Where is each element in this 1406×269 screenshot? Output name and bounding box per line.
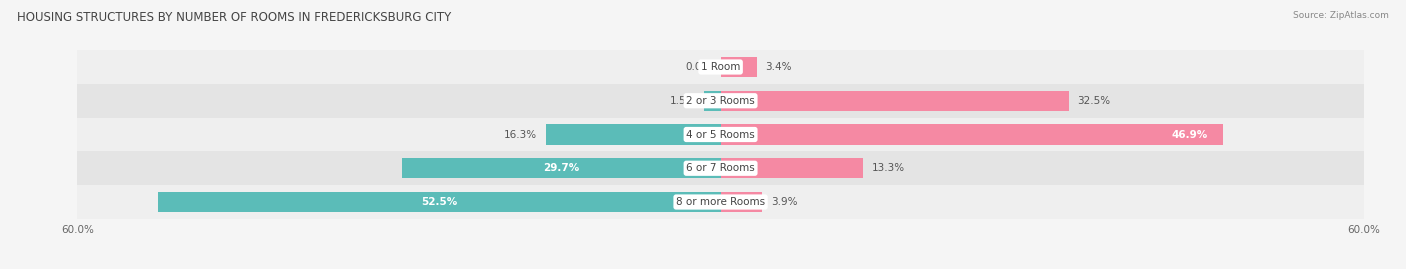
Text: 29.7%: 29.7% xyxy=(543,163,579,173)
Bar xyxy=(77,84,1364,118)
Bar xyxy=(77,50,1364,84)
Bar xyxy=(704,91,721,111)
Text: 52.5%: 52.5% xyxy=(420,197,457,207)
Text: 16.3%: 16.3% xyxy=(505,129,537,140)
Bar xyxy=(402,158,721,178)
Text: HOUSING STRUCTURES BY NUMBER OF ROOMS IN FREDERICKSBURG CITY: HOUSING STRUCTURES BY NUMBER OF ROOMS IN… xyxy=(17,11,451,24)
Bar xyxy=(721,124,1223,145)
Bar xyxy=(546,124,721,145)
Text: 3.4%: 3.4% xyxy=(766,62,792,72)
Bar xyxy=(721,158,863,178)
Bar xyxy=(721,91,1069,111)
Bar xyxy=(721,57,756,77)
Text: 1 Room: 1 Room xyxy=(700,62,741,72)
Bar xyxy=(721,192,762,212)
Text: 1.5%: 1.5% xyxy=(669,96,696,106)
Text: 3.9%: 3.9% xyxy=(770,197,797,207)
Bar xyxy=(77,185,1364,219)
Bar xyxy=(77,118,1364,151)
Text: 13.3%: 13.3% xyxy=(872,163,905,173)
Text: Source: ZipAtlas.com: Source: ZipAtlas.com xyxy=(1294,11,1389,20)
Text: 32.5%: 32.5% xyxy=(1077,96,1111,106)
Text: 4 or 5 Rooms: 4 or 5 Rooms xyxy=(686,129,755,140)
Text: 0.0%: 0.0% xyxy=(686,62,711,72)
Text: 8 or more Rooms: 8 or more Rooms xyxy=(676,197,765,207)
Text: 46.9%: 46.9% xyxy=(1171,129,1208,140)
Bar xyxy=(157,192,721,212)
Bar xyxy=(77,151,1364,185)
Text: 6 or 7 Rooms: 6 or 7 Rooms xyxy=(686,163,755,173)
Text: 2 or 3 Rooms: 2 or 3 Rooms xyxy=(686,96,755,106)
